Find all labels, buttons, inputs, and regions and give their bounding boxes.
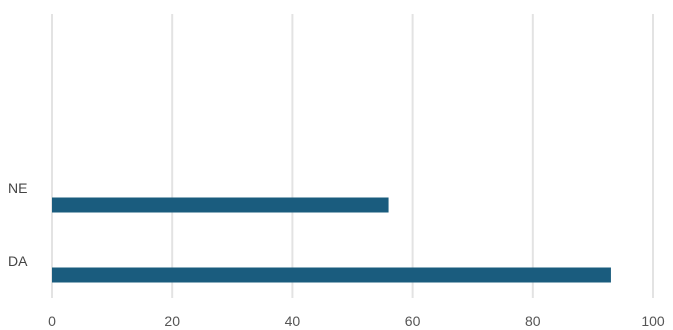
bars — [52, 197, 611, 283]
bar-da — [52, 267, 611, 283]
category-label-ne: NE — [8, 180, 27, 196]
category-label-da: DA — [8, 253, 28, 269]
x-tick-label-0: 0 — [48, 313, 56, 329]
x-tick-label-80: 80 — [525, 313, 541, 329]
x-axis-tick-labels: 0 20 40 60 80 100 — [48, 313, 665, 329]
bar-ne — [52, 197, 389, 213]
x-tick-label-60: 60 — [405, 313, 421, 329]
grid-lines — [51, 14, 654, 298]
x-tick-label-100: 100 — [641, 313, 665, 329]
x-tick-label-40: 40 — [285, 313, 301, 329]
category-labels: NE DA — [8, 180, 28, 269]
x-tick-label-20: 20 — [164, 313, 180, 329]
